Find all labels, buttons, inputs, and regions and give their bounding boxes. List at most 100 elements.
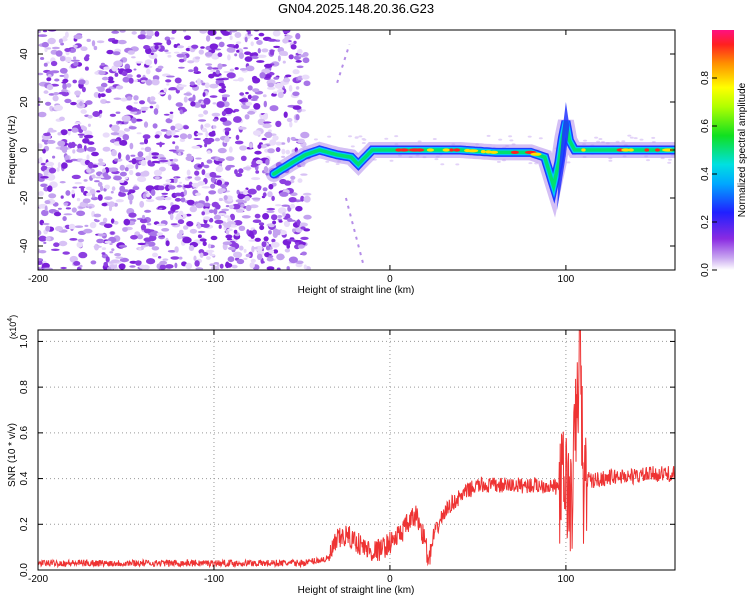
noise-blob	[301, 74, 310, 80]
noise-blob	[93, 245, 102, 248]
noise-blob	[271, 238, 276, 243]
noise-blob	[183, 30, 187, 33]
noise-blob	[44, 205, 48, 212]
noise-blob	[92, 111, 101, 117]
speckle-blob	[633, 137, 638, 140]
noise-blob	[243, 248, 247, 253]
noise-blob	[239, 145, 248, 151]
noise-blob	[38, 157, 43, 164]
noise-blob	[142, 193, 148, 199]
noise-blob	[86, 154, 90, 160]
noise-blob	[203, 110, 209, 115]
noise-blob	[100, 99, 108, 104]
noise-blob	[126, 96, 133, 101]
colorbar-tick-label: 0.8	[700, 71, 711, 85]
noise-blob	[296, 219, 301, 226]
noise-blob	[268, 249, 275, 254]
ridge-hotspot	[621, 148, 631, 152]
noise-blob	[200, 46, 205, 49]
noise-blob	[185, 213, 192, 217]
noise-blob	[194, 170, 200, 176]
noise-blob	[275, 120, 282, 128]
noise-blob	[251, 197, 261, 200]
noise-blob	[118, 192, 127, 197]
noise-blob	[125, 154, 130, 161]
noise-blob	[216, 165, 224, 173]
noise-blob	[174, 246, 179, 253]
noise-blob	[111, 30, 120, 34]
noise-blob	[65, 207, 71, 210]
noise-blob	[170, 164, 179, 167]
x-tick-label: -100	[204, 574, 224, 585]
noise-blob	[168, 149, 178, 152]
speckle-blob	[389, 159, 394, 162]
noise-blob	[119, 171, 127, 177]
noise-blob	[131, 56, 136, 59]
y-tick-label: 0.8	[19, 380, 30, 394]
noise-blob	[275, 147, 281, 153]
noise-blob	[170, 223, 178, 226]
noise-blob	[251, 245, 255, 253]
noise-blob	[100, 93, 106, 98]
noise-blob	[197, 181, 206, 186]
y-tick-label: 40	[19, 48, 30, 60]
noise-blob	[214, 137, 220, 142]
noise-blob	[64, 48, 71, 52]
noise-blob	[176, 53, 185, 58]
noise-blob	[150, 189, 156, 197]
noise-blob	[254, 150, 262, 155]
noise-blob	[140, 106, 150, 109]
noise-blob	[290, 44, 297, 50]
noise-blob	[191, 44, 199, 49]
noise-blob	[202, 223, 210, 228]
noise-blob	[59, 181, 66, 184]
noise-blob	[46, 139, 56, 144]
noise-blob	[169, 37, 175, 40]
noise-blob	[195, 157, 202, 160]
noise-blob	[145, 155, 152, 161]
noise-blob	[47, 37, 56, 45]
ridge-hotspot	[530, 152, 542, 156]
noise-blob	[41, 209, 49, 217]
noise-blob	[101, 76, 109, 81]
noise-blob	[146, 258, 156, 265]
noise-blob	[156, 223, 166, 227]
noise-blob	[48, 193, 57, 199]
noise-blob	[303, 214, 312, 220]
noise-blob	[97, 181, 103, 187]
noise-blob	[195, 192, 201, 196]
noise-blob	[203, 97, 211, 105]
noise-blob	[286, 239, 297, 242]
noise-blob	[159, 264, 167, 270]
speckle-blob	[335, 163, 340, 165]
noise-blob	[47, 74, 52, 79]
noise-blob	[127, 189, 136, 194]
noise-blob	[211, 53, 220, 60]
noise-blob	[233, 116, 242, 123]
speckle-blob	[566, 161, 571, 164]
speckle-blob	[639, 138, 644, 141]
noise-blob	[212, 125, 217, 129]
noise-blob	[264, 131, 273, 138]
noise-blob	[201, 186, 211, 189]
noise-blob	[216, 263, 220, 267]
noise-blob	[62, 216, 67, 222]
noise-blob	[161, 192, 169, 195]
noise-blob	[265, 245, 271, 251]
noise-blob	[262, 121, 272, 124]
noise-blob	[286, 243, 291, 249]
noise-blob	[111, 39, 120, 44]
noise-blob	[245, 91, 249, 95]
noise-blob	[282, 212, 286, 217]
noise-blob	[238, 225, 246, 231]
noise-blob	[98, 158, 104, 163]
noise-blob	[57, 207, 62, 210]
noise-blob	[130, 235, 138, 240]
noise-blob	[105, 88, 112, 93]
noise-blob	[275, 204, 282, 207]
noise-blob	[97, 162, 106, 166]
noise-blob	[218, 158, 225, 162]
noise-blob	[282, 52, 288, 56]
noise-blob	[266, 257, 274, 262]
noise-blob	[139, 200, 145, 208]
